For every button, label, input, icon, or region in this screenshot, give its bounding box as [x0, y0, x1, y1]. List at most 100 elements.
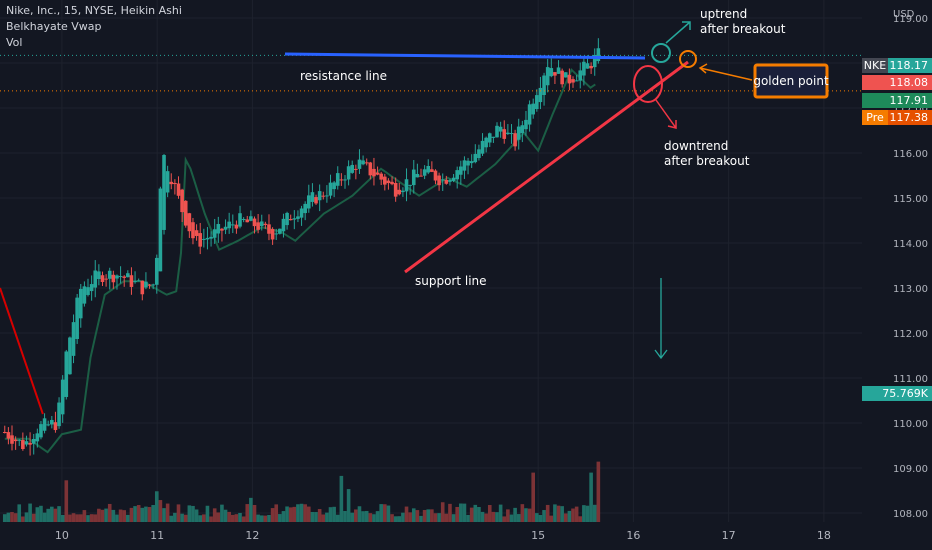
volume-tag: 75.769K — [862, 386, 932, 401]
candle-body — [571, 79, 575, 83]
volume-bar — [173, 512, 177, 522]
candle-body — [589, 65, 593, 69]
volume-bar — [397, 516, 402, 522]
volume-bar — [531, 472, 536, 522]
symbol-title[interactable]: Nike, Inc., 15, NYSE, Heikin Ashi — [6, 4, 182, 17]
candle-body — [375, 172, 380, 175]
candle-body — [31, 438, 36, 444]
volume-bar — [129, 507, 134, 522]
volume-bar — [118, 509, 123, 522]
candle-body — [212, 229, 217, 238]
volume-bar — [263, 515, 268, 522]
support-line — [404, 60, 689, 274]
price-tick-label: 109.00 — [893, 464, 928, 475]
candle-body — [292, 218, 297, 220]
candle-body — [220, 228, 224, 231]
volume-bar — [151, 504, 155, 522]
candle-body — [361, 160, 365, 165]
volume-bar — [238, 512, 242, 522]
candle-body — [437, 175, 441, 186]
volume-bar — [299, 503, 304, 522]
volume-bar — [259, 515, 264, 522]
volume-bar — [404, 506, 409, 522]
candle-body — [57, 402, 61, 427]
volume-arrow — [654, 278, 668, 360]
candle-body — [553, 72, 557, 76]
candle-body — [306, 195, 311, 209]
volume-bar — [202, 514, 206, 522]
volume-bar — [451, 514, 456, 522]
candle-body — [278, 228, 282, 234]
candle-body — [350, 164, 355, 173]
candles — [2, 38, 601, 456]
volume-bar — [249, 497, 253, 522]
volume-bar — [24, 512, 29, 522]
candle-body — [422, 169, 427, 176]
volume-bar — [212, 508, 217, 522]
time-tick-label: 11 — [150, 529, 164, 542]
volume-bar — [509, 514, 514, 522]
volume-tag-value: 75.769K — [882, 387, 928, 400]
volume-bar — [2, 514, 7, 522]
price-tag-value: 117.91 — [889, 94, 929, 107]
volume-bar — [50, 506, 54, 522]
candle-body — [574, 80, 579, 82]
candle-body — [209, 236, 213, 239]
volume-bar — [162, 508, 166, 522]
candle-body — [415, 173, 420, 178]
candle-body — [267, 224, 271, 234]
golden-point-box — [753, 63, 829, 99]
volume-bar — [379, 504, 383, 522]
volume-bar — [21, 516, 25, 522]
price-tick-label: 110.00 — [893, 419, 928, 430]
volume-bar — [53, 508, 58, 522]
candle-body — [82, 286, 87, 304]
candle-body — [17, 439, 22, 441]
volume-bar — [506, 509, 510, 522]
volume-bar — [375, 511, 380, 522]
volume-bar — [440, 502, 445, 522]
candle-body — [582, 61, 586, 76]
candle-body — [549, 68, 554, 77]
candle-body — [516, 126, 521, 140]
candle-body — [357, 159, 362, 169]
volume-bar — [39, 505, 43, 522]
vwap-highlight-segments — [0, 287, 44, 415]
volume-bar — [310, 511, 315, 522]
indicator-volume-label[interactable]: Vol — [6, 36, 23, 49]
volume-bar — [89, 514, 94, 522]
volume-bar — [408, 512, 412, 522]
time-tick-label: 16 — [626, 529, 640, 542]
candle-body — [462, 160, 467, 171]
volume-bar — [133, 506, 137, 522]
volume-bar — [571, 508, 575, 522]
volume-bar — [75, 514, 79, 522]
candle-body — [390, 181, 394, 185]
candle-body — [68, 337, 72, 375]
candle-body — [46, 424, 50, 426]
candle-body — [480, 140, 485, 154]
volume-bar — [480, 511, 485, 522]
candle-body — [10, 435, 14, 444]
candle-body — [397, 189, 402, 195]
volume-bar — [524, 508, 528, 522]
candle-body — [506, 132, 510, 135]
downtrend-label-1: downtrend — [664, 139, 728, 153]
candle-body — [64, 351, 69, 397]
volume-bar — [469, 507, 474, 522]
volume-bar — [498, 504, 503, 522]
volume-bar — [140, 507, 145, 522]
candle-body — [296, 216, 300, 219]
volume-bar — [589, 472, 593, 522]
candle-body — [332, 182, 336, 190]
volume-bar — [154, 491, 159, 522]
indicator-vwap-label[interactable]: Belkhayate Vwap — [6, 20, 102, 33]
candle-body — [473, 153, 478, 163]
volume-bar — [563, 513, 568, 522]
volume-bar — [357, 506, 362, 522]
price-tag-symbol: NKE — [862, 58, 888, 73]
candle-body — [585, 63, 590, 69]
candle-body — [433, 170, 438, 181]
price-tag-pre: Pre 117.38 — [862, 110, 932, 125]
